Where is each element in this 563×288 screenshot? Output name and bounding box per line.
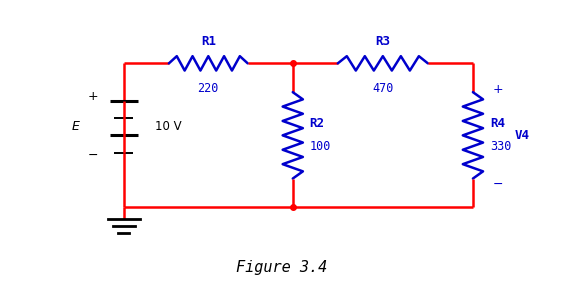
Text: 470: 470 [372,82,394,95]
Text: R1: R1 [201,35,216,48]
Text: +: + [493,83,503,96]
Text: R4: R4 [490,117,505,130]
Text: 330: 330 [490,140,511,154]
Text: E: E [72,120,80,133]
Text: −: − [493,178,503,191]
Text: V4: V4 [515,129,530,142]
Text: R2: R2 [310,117,325,130]
Text: 10 V: 10 V [155,120,181,133]
Text: +: + [88,90,98,103]
Text: Figure 3.4: Figure 3.4 [236,260,327,275]
Text: 220: 220 [198,82,219,95]
Text: R3: R3 [376,35,390,48]
Text: −: − [88,149,98,162]
Text: 100: 100 [310,140,331,154]
